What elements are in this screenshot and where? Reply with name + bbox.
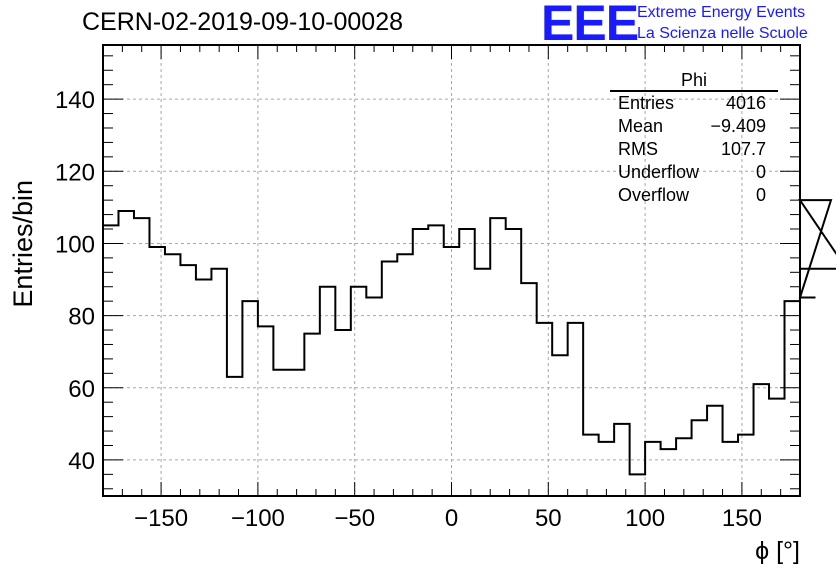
stats-label: Entries: [618, 93, 675, 113]
x-axis-title: ϕ [°]: [755, 537, 800, 565]
y-tick-label: 60: [68, 376, 95, 403]
stats-label: Overflow: [618, 185, 690, 205]
x-tick-label: −100: [231, 505, 285, 532]
y-tick-label: 80: [68, 304, 95, 331]
y-tick-labels: 40 60 80 100 120 140: [55, 87, 95, 475]
y-tick-label: 40: [68, 448, 95, 475]
y-tick-label: 120: [55, 159, 95, 186]
x-tick-label: 100: [625, 505, 665, 532]
grid-lines: [103, 45, 800, 496]
y-tick-label: 100: [55, 231, 95, 258]
stats-row-overflow: Overflow 0: [610, 184, 778, 207]
stats-row-entries: Entries 4016: [610, 92, 778, 115]
stats-row-rms: RMS 107.7: [610, 138, 778, 161]
stats-label: RMS: [618, 139, 658, 159]
y-axis-title: Entries/bin: [8, 180, 38, 308]
brand-line-1: Extreme Energy Events: [637, 4, 806, 21]
stats-value: 0: [755, 162, 766, 182]
chart-title: CERN-02-2019-09-10-00028: [82, 8, 404, 36]
stats-value: 0: [755, 185, 766, 205]
x-tick-labels: −150 −100 −50 0 50 100 150: [134, 505, 762, 532]
x-tick-label: 50: [535, 505, 562, 532]
brand-line-2: La Scienza nelle Scuole: [637, 25, 808, 42]
stats-row-underflow: Underflow 0: [610, 161, 778, 184]
x-tick-label: 0: [445, 505, 458, 532]
x-tick-label: −50: [334, 505, 375, 532]
x-tick-label: 150: [722, 505, 762, 532]
stats-label: Underflow: [618, 162, 700, 182]
y-tick-label: 140: [55, 87, 95, 114]
stats-header: Phi: [610, 70, 778, 92]
stats-value: 4016: [725, 93, 766, 113]
x-tick-label: −150: [134, 505, 188, 532]
stats-box: Phi Entries 4016 Mean −9.409 RMS 107.7 Unde…: [610, 70, 778, 207]
stats-value: −9.409: [710, 116, 766, 136]
histogram-line: [103, 199, 836, 476]
stats-label: Mean: [618, 116, 664, 136]
plot-frame: [102, 44, 801, 497]
eee-logo: EEE: [541, 0, 639, 51]
stats-row-mean: Mean −9.409: [610, 115, 778, 138]
axis-ticks: [103, 45, 800, 496]
stats-value: 107.7: [720, 139, 766, 159]
